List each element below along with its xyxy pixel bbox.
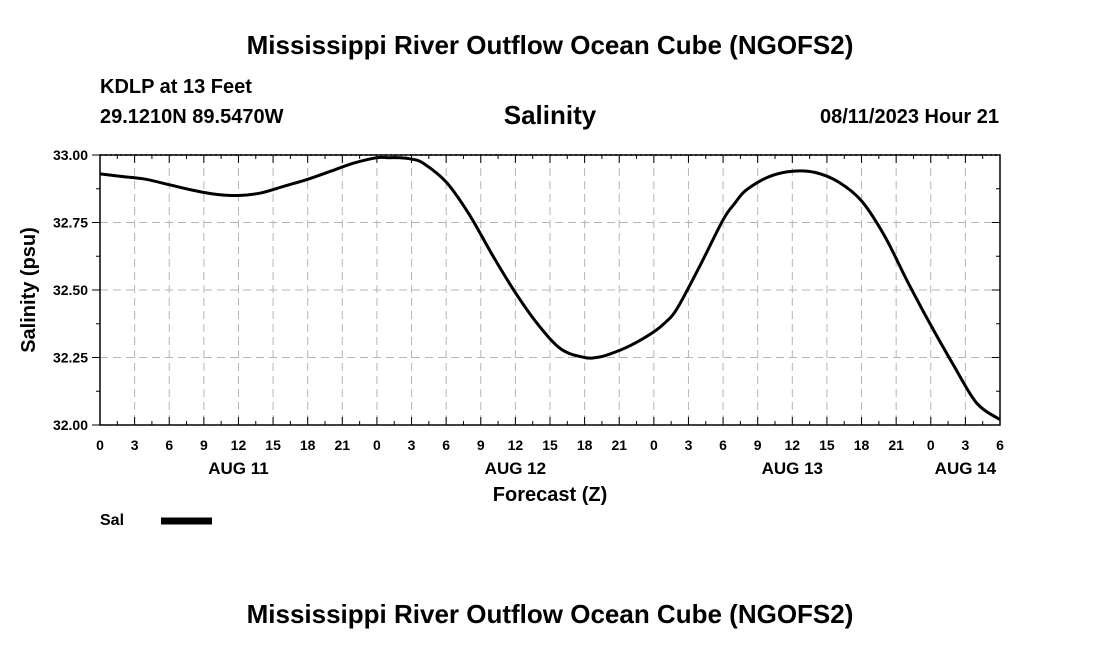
chart-subtitle: Salinity [503,100,597,130]
y-tick-label: 33.00 [53,147,88,163]
x-tick-label: 0 [927,437,935,453]
x-tick-label: 21 [888,437,904,453]
x-tick-label: 3 [131,437,139,453]
x-tick-label: 12 [785,437,801,453]
plot-frame [99,154,1001,426]
footer-title: Mississippi River Outflow Ocean Cube (NG… [246,599,854,629]
x-date-label: AUG 13 [762,459,823,478]
x-tick-label: 18 [300,437,316,453]
x-tick-label: 6 [165,437,173,453]
x-tick-label: 12 [231,437,247,453]
x-tick-label: 0 [650,437,658,453]
x-date-label: AUG 14 [935,459,997,478]
x-tick-label: 0 [373,437,381,453]
y-tick-label: 32.00 [53,417,88,433]
x-axis-label: Forecast (Z) [493,484,607,506]
series-layer [99,155,1001,421]
chart-main-title: Mississippi River Outflow Ocean Cube (NG… [246,30,854,60]
x-tick-label: 3 [408,437,416,453]
x-tick-label: 6 [719,437,727,453]
x-tick-label: 3 [961,437,969,453]
x-tick-label: 18 [577,437,593,453]
x-tick-label: 6 [996,437,1004,453]
station-label: KDLP at 13 Feet [100,76,252,98]
x-tick-label: 18 [854,437,870,453]
axis-labels: 0 3 6 9 12 15 18 21 0 3 6 9 12 15 18 21 0 3 6 9 12 15 18 21 0 3 6 3… [53,147,1004,478]
x-tick-label: 0 [96,437,104,453]
x-tick-label: 6 [442,437,450,453]
y-tick-label: 32.75 [53,215,88,231]
x-date-label: AUG 12 [485,459,546,478]
forecast-datetime: 08/11/2023 Hour 21 [819,106,999,128]
x-date-label: AUG 11 [208,459,268,478]
y-tick-label: 32.25 [53,350,88,366]
x-tick-label: 9 [477,437,485,453]
legend-label-sal: Sal [100,512,124,529]
series-line-sal [99,155,1001,421]
x-tick-label: 3 [685,437,693,453]
x-tick-label: 15 [819,437,835,453]
x-tick-label: 9 [200,437,208,453]
x-tick-label: 21 [335,437,351,453]
x-tick-label: 15 [265,437,281,453]
x-tick-label: 9 [754,437,762,453]
y-axis-label: Salinity (psu) [18,227,40,353]
x-tick-label: 15 [542,437,558,453]
x-tick-label: 12 [508,437,524,453]
y-tick-label: 32.50 [53,282,88,298]
station-coordinates: 29.1210N 89.5470W [100,106,284,128]
x-tick-label: 21 [611,437,627,453]
